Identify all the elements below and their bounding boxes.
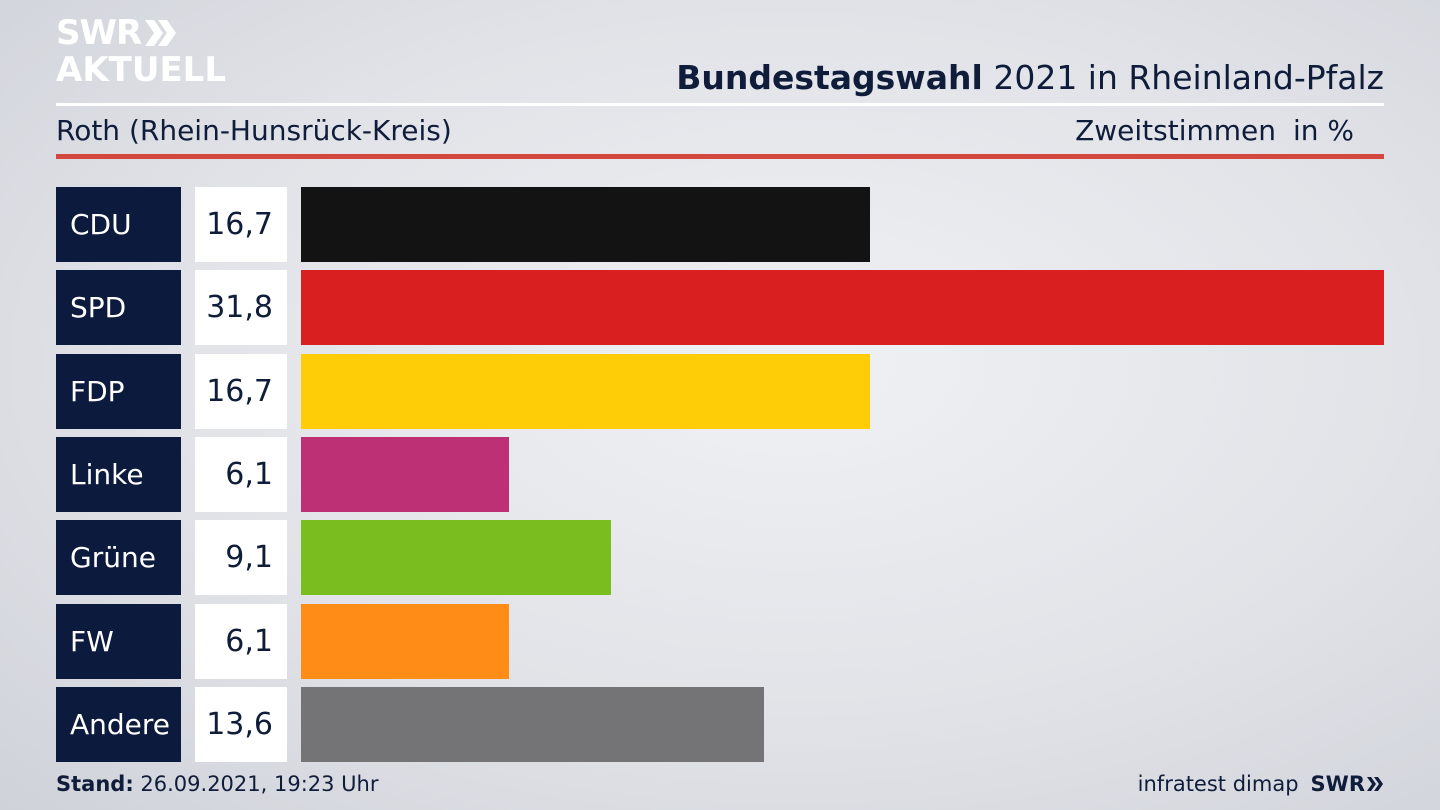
bar-row: Andere 13,6 — [56, 687, 1384, 762]
bar — [301, 437, 509, 512]
bar-row: CDU 16,7 — [56, 187, 1384, 262]
bar-row: FW 6,1 — [56, 604, 1384, 679]
unit-label: in % — [1292, 114, 1354, 147]
bar — [301, 687, 764, 762]
party-label: FW — [56, 604, 181, 679]
bar-row: Linke 6,1 — [56, 437, 1384, 512]
bar-row: SPD 31,8 — [56, 270, 1384, 345]
logo-text-top: SWR — [56, 13, 142, 53]
source-credit: infratest dimap SWR — [1138, 772, 1384, 796]
bar — [301, 187, 870, 262]
party-label: Grüne — [56, 520, 181, 595]
swr-aktuell-logo: SWR AKTUELL — [56, 16, 226, 87]
value-label: 16,7 — [195, 187, 287, 262]
chart-title-rest: 2021 in Rheinland-Pfalz — [982, 58, 1384, 97]
chart-title: Bundestagswahl 2021 in Rheinland-Pfalz — [676, 58, 1384, 97]
footer-chevron-icon — [1367, 777, 1383, 791]
bar — [301, 604, 509, 679]
timestamp: Stand: 26.09.2021, 19:23 Uhr — [56, 772, 379, 796]
double-chevron-icon — [145, 20, 177, 46]
value-label: 31,8 — [195, 270, 287, 345]
value-label: 9,1 — [195, 520, 287, 595]
bar-row: FDP 16,7 — [56, 354, 1384, 429]
party-label: SPD — [56, 270, 181, 345]
footer-swr-logo: SWR — [1311, 772, 1384, 796]
value-label: 16,7 — [195, 354, 287, 429]
party-label: CDU — [56, 187, 181, 262]
header-divider — [56, 103, 1384, 106]
value-label: 6,1 — [195, 437, 287, 512]
footer-brand-text: SWR — [1310, 772, 1365, 796]
bar — [301, 520, 611, 595]
logo-text-bottom: AKTUELL — [56, 50, 227, 90]
accent-divider — [56, 154, 1384, 159]
region-label: Roth (Rhein-Hunsrück-Kreis) — [56, 114, 452, 147]
timestamp-value: 26.09.2021, 19:23 Uhr — [133, 772, 379, 796]
value-label: 6,1 — [195, 604, 287, 679]
party-label: FDP — [56, 354, 181, 429]
source-label: infratest dimap — [1137, 772, 1299, 796]
chart-title-bold: Bundestagswahl — [676, 58, 983, 97]
timestamp-label: Stand: — [56, 772, 134, 796]
bar — [301, 270, 1384, 345]
party-label: Andere — [56, 687, 181, 762]
bar — [301, 354, 870, 429]
vote-type-label: Zweitstimmen — [1075, 114, 1276, 147]
value-label: 13,6 — [195, 687, 287, 762]
party-label: Linke — [56, 437, 181, 512]
bar-row: Grüne 9,1 — [56, 520, 1384, 595]
